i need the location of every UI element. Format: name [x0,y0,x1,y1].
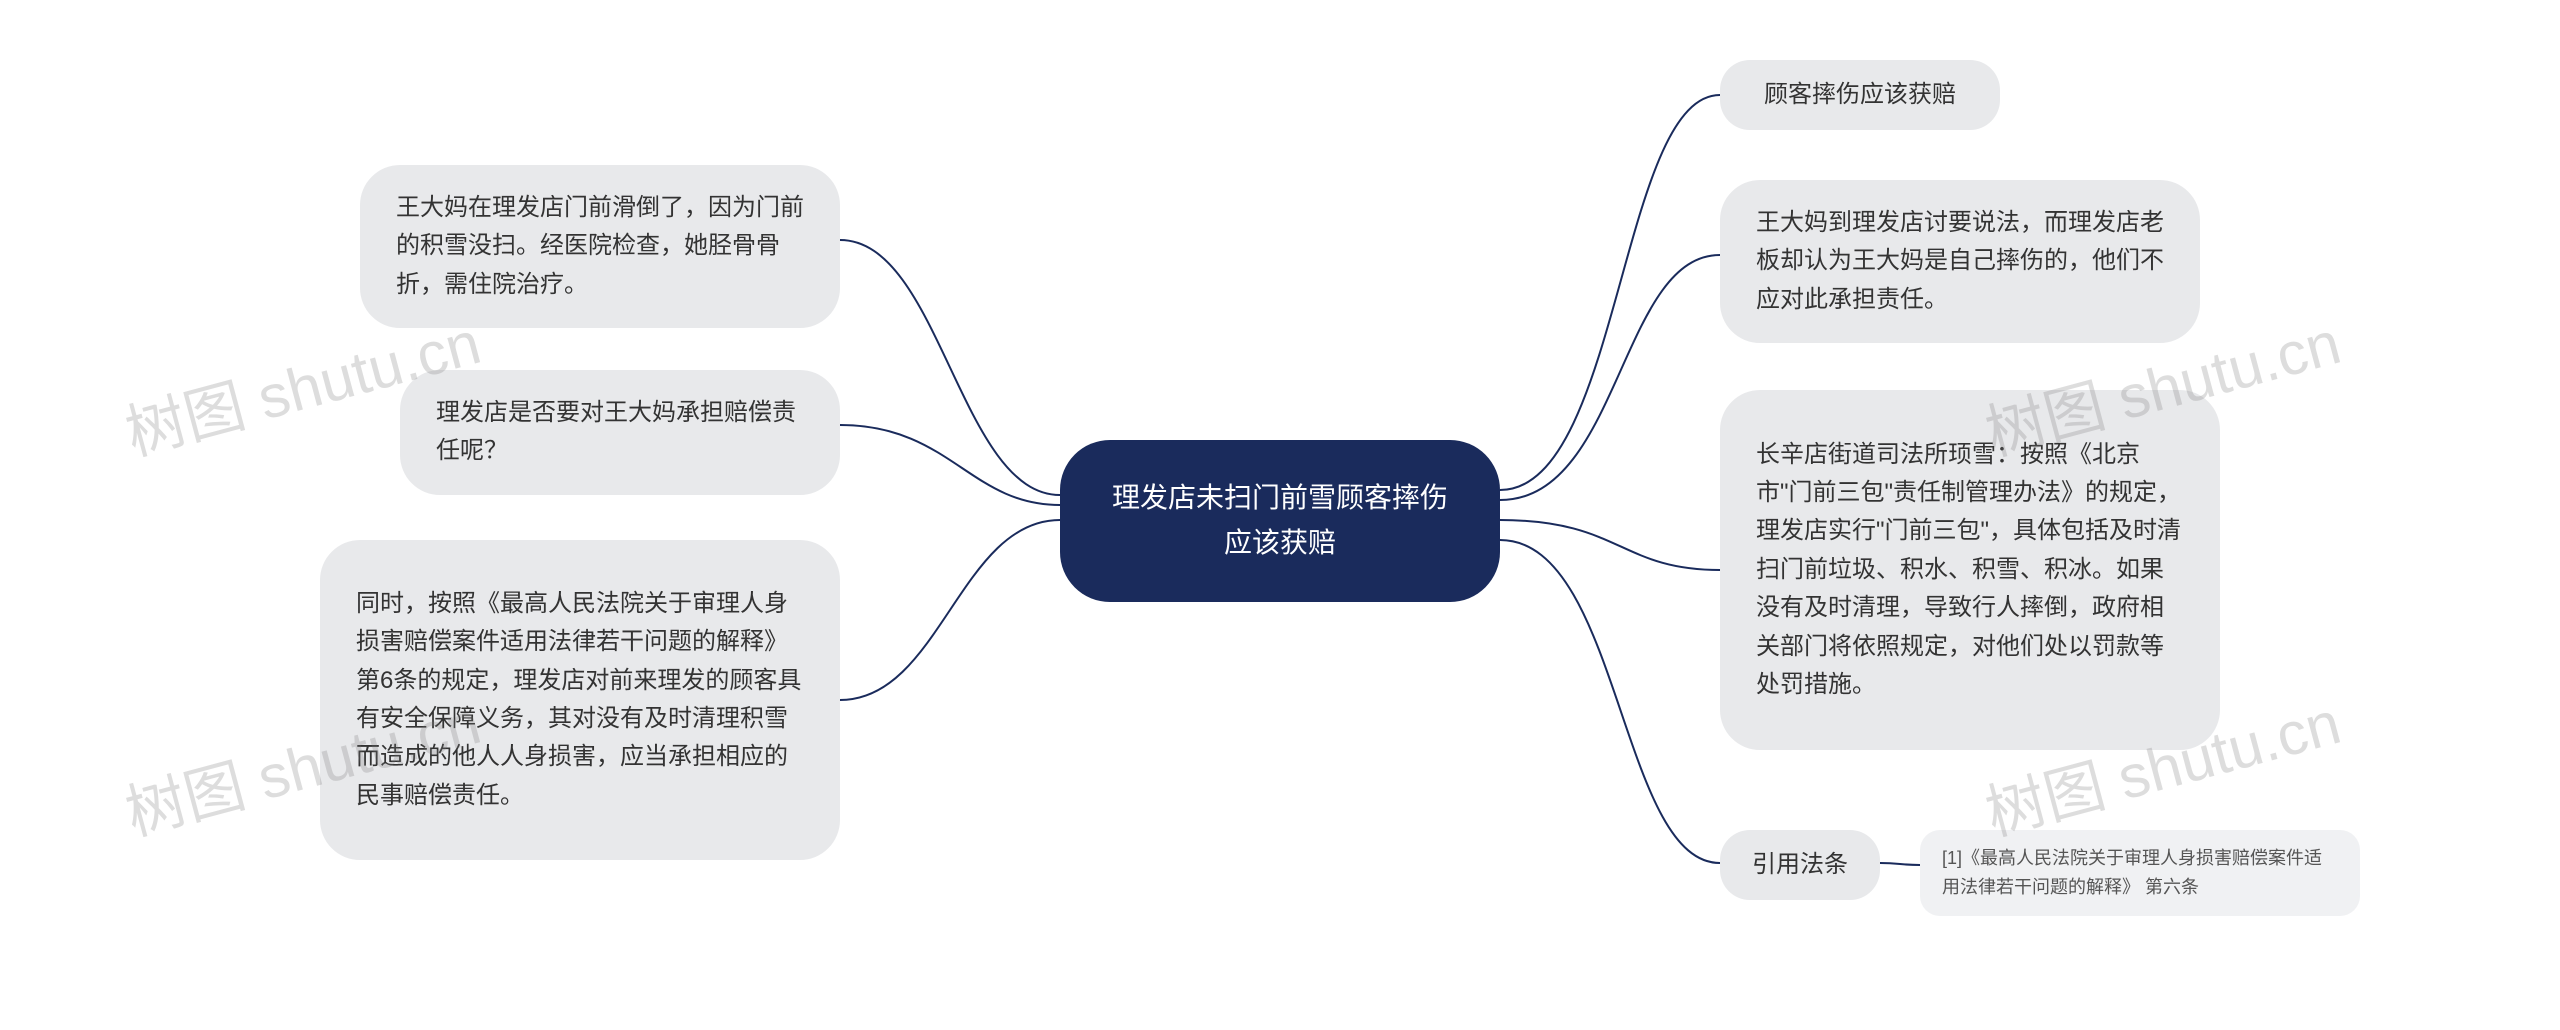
right-node-3-child[interactable]: [1]《最高人民法院关于审理人身损害赔偿案件适用法律若干问题的解释》 第六条 [1920,830,2360,916]
left-node-1-text: 理发店是否要对王大妈承担赔偿责任呢？ [436,394,804,471]
edge [840,520,1060,700]
left-node-1[interactable]: 理发店是否要对王大妈承担赔偿责任呢？ [400,370,840,495]
left-node-0[interactable]: 王大妈在理发店门前滑倒了，因为门前的积雪没扫。经医院检查，她胫骨骨折，需住院治疗… [360,165,840,328]
edge [1500,520,1720,570]
edge [840,240,1060,495]
center-node-text: 理发店未扫门前雪顾客摔伤应该获赔 [1108,476,1452,566]
edge [1500,540,1720,863]
right-node-0-text: 顾客摔伤应该获赔 [1764,76,1956,114]
right-node-1-text: 王大妈到理发店讨要说法，而理发店老板却认为王大妈是自己摔伤的，他们不应对此承担责… [1756,204,2164,319]
edge [1880,863,1920,865]
right-node-2-text: 长辛店街道司法所顼雪：按照《北京市"门前三包"责任制管理办法》的规定，理发店实行… [1756,436,2184,705]
right-node-2[interactable]: 长辛店街道司法所顼雪：按照《北京市"门前三包"责任制管理办法》的规定，理发店实行… [1720,390,2220,750]
edge [1500,95,1720,490]
right-node-3-text: 引用法条 [1752,846,1848,884]
center-node[interactable]: 理发店未扫门前雪顾客摔伤应该获赔 [1060,440,1500,602]
left-node-2[interactable]: 同时，按照《最高人民法院关于审理人身损害赔偿案件适用法律若干问题的解释》第6条的… [320,540,840,860]
edge [840,425,1060,505]
right-node-1[interactable]: 王大妈到理发店讨要说法，而理发店老板却认为王大妈是自己摔伤的，他们不应对此承担责… [1720,180,2200,343]
left-node-2-text: 同时，按照《最高人民法院关于审理人身损害赔偿案件适用法律若干问题的解释》第6条的… [356,585,804,815]
left-node-0-text: 王大妈在理发店门前滑倒了，因为门前的积雪没扫。经医院检查，她胫骨骨折，需住院治疗… [396,189,804,304]
right-node-3-child-text: [1]《最高人民法院关于审理人身损害赔偿案件适用法律若干问题的解释》 第六条 [1942,844,2338,902]
edge [1500,255,1720,500]
right-node-3[interactable]: 引用法条 [1720,830,1880,900]
right-node-0[interactable]: 顾客摔伤应该获赔 [1720,60,2000,130]
mindmap-canvas: 理发店未扫门前雪顾客摔伤应该获赔 王大妈在理发店门前滑倒了，因为门前的积雪没扫。经… [0,0,2560,1030]
